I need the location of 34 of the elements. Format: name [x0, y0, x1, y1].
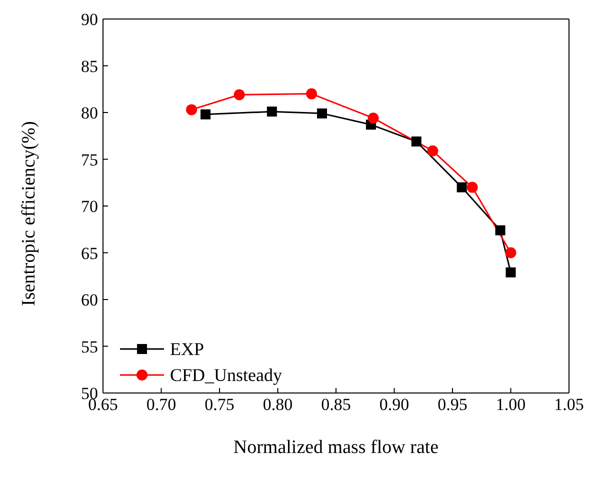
x-tick-label: 0.95 — [438, 395, 468, 414]
x-tick-label: 0.75 — [204, 395, 234, 414]
x-tick-label: 1.00 — [496, 395, 526, 414]
y-tick-label: 75 — [81, 150, 98, 170]
point — [317, 108, 328, 118]
y-tick-label: 60 — [81, 290, 98, 310]
point — [306, 88, 318, 100]
legend-label: CFD_Unsteady — [170, 364, 282, 386]
x-tick-label: 0.85 — [321, 395, 351, 414]
x-tick-label: 0.90 — [379, 395, 410, 414]
point — [200, 109, 211, 120]
point — [466, 182, 478, 193]
point — [506, 267, 516, 278]
x-tick-label: 1.05 — [554, 395, 584, 414]
y-tick-label: 90 — [81, 10, 98, 30]
y-axis-title: Isentropic efficiency(%) — [18, 121, 40, 306]
point — [495, 225, 506, 236]
point — [427, 145, 438, 156]
point — [411, 136, 422, 146]
y-tick-label: 55 — [81, 337, 98, 356]
x-axis-title: Normalized mass flow rate — [233, 437, 439, 458]
y-tick-label: 65 — [81, 244, 98, 263]
y-tick-label: 70 — [81, 197, 98, 216]
point — [186, 104, 198, 116]
point — [234, 89, 245, 100]
y-tick-label: 85 — [81, 56, 98, 76]
x-tick-label: 0.80 — [262, 395, 293, 414]
y-tick-label: 80 — [81, 104, 98, 123]
point — [505, 247, 516, 258]
x-tick-label: 0.70 — [146, 395, 176, 414]
legend-label: EXP — [170, 338, 204, 360]
point — [368, 112, 379, 124]
point — [456, 182, 467, 192]
point — [266, 106, 277, 117]
